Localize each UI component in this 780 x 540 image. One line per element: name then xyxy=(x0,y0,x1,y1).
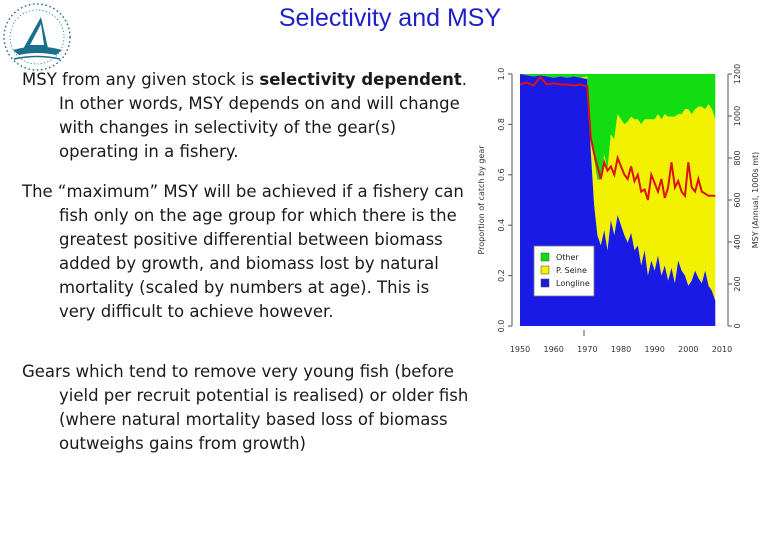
legend-label: P. Seine xyxy=(556,266,587,275)
legend-label: Other xyxy=(556,253,579,262)
paragraph-maximum-msy: The “maximum” MSY will be achieved if a … xyxy=(22,180,470,324)
organization-logo xyxy=(3,3,71,71)
paragraph-gears: Gears which tend to remove very young fi… xyxy=(22,360,470,456)
y2-tick-label: 0 xyxy=(733,323,742,328)
legend-swatch xyxy=(540,252,550,262)
y2-tick-label: 600 xyxy=(733,192,742,207)
paragraph-1-rest: . In other words, MSY depends on and wil… xyxy=(59,70,468,161)
paragraph-1-intro: MSY from any given stock is xyxy=(22,70,260,89)
x-tick-label: 2000 xyxy=(678,345,698,354)
y-tick-label: 1.0 xyxy=(497,68,506,81)
area-pseine xyxy=(520,74,716,301)
y-tick-label: 0.4 xyxy=(497,219,506,232)
x-tick-label: 1950 xyxy=(510,345,530,354)
y-axis-label: Proportion of catch by gear xyxy=(477,145,486,255)
area-other xyxy=(520,74,716,180)
y2-tick-label: 200 xyxy=(733,276,742,291)
y-tick-label: 0.2 xyxy=(497,269,506,282)
y2-tick-label: 1200 xyxy=(733,64,742,84)
logo-dotted-ring-icon xyxy=(3,3,71,71)
x-tick-label: 1960 xyxy=(543,345,563,354)
y2-tick-label: 800 xyxy=(733,150,742,165)
x-tick-label: 1990 xyxy=(644,345,664,354)
paragraph-3-text: Gears which tend to remove very young fi… xyxy=(22,362,469,453)
y2-axis-label: MSY (Annual, 1000s mt) xyxy=(751,152,760,249)
x-tick-label: 1980 xyxy=(611,345,631,354)
paragraph-selectivity: MSY from any given stock is selectivity … xyxy=(22,68,470,164)
y2-tick-label: 400 xyxy=(733,234,742,249)
x-tick-label: 1970 xyxy=(577,345,597,354)
msy-line xyxy=(519,75,716,201)
logo-inner-ring-icon xyxy=(9,9,65,65)
legend-swatch xyxy=(540,265,550,275)
slide-title: Selectivity and MSY xyxy=(278,4,502,32)
y-tick-label: 0.8 xyxy=(497,118,506,131)
logo-wave-icon xyxy=(13,55,61,60)
chart-svg: 0.0 0.2 0.4 0.6 0.8 1.0 0 200 400 600 800 1000 1200 1… xyxy=(477,64,760,354)
paragraph-1-emphasis: selectivity dependent xyxy=(259,70,462,89)
legend-swatch xyxy=(540,278,550,288)
catch-proportion-chart: 0.0 0.2 0.4 0.6 0.8 1.0 0 200 400 600 800 1000 1200 1… xyxy=(472,50,762,360)
paragraph-2-text: The “maximum” MSY will be achieved if a … xyxy=(22,182,464,321)
x-tick-label: 2010 xyxy=(712,345,732,354)
logo-sail-highlight-icon xyxy=(30,24,44,45)
y2-tick-label: 1000 xyxy=(733,106,742,126)
y-tick-label: 0.6 xyxy=(497,168,506,181)
y-tick-label: 0.0 xyxy=(497,320,506,333)
legend-label: Longline xyxy=(556,279,590,288)
